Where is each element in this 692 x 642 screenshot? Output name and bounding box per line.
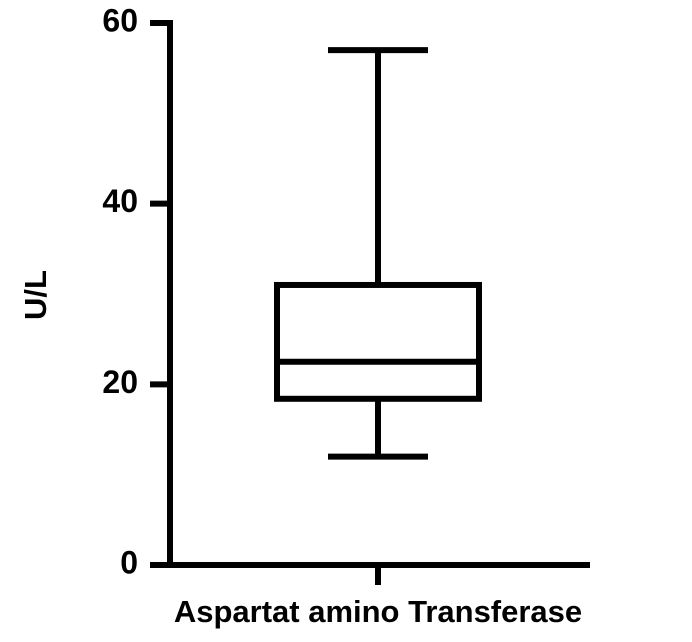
y-tick-label: 60 bbox=[102, 2, 138, 38]
y-axis-label: U/L bbox=[18, 270, 53, 320]
box bbox=[274, 281, 482, 402]
y-tick-label: 40 bbox=[102, 183, 138, 219]
y-tick-label: 0 bbox=[120, 544, 138, 580]
y-tick-label: 20 bbox=[102, 364, 138, 400]
x-tick-label: Aspartat amino Transferase bbox=[174, 594, 582, 629]
